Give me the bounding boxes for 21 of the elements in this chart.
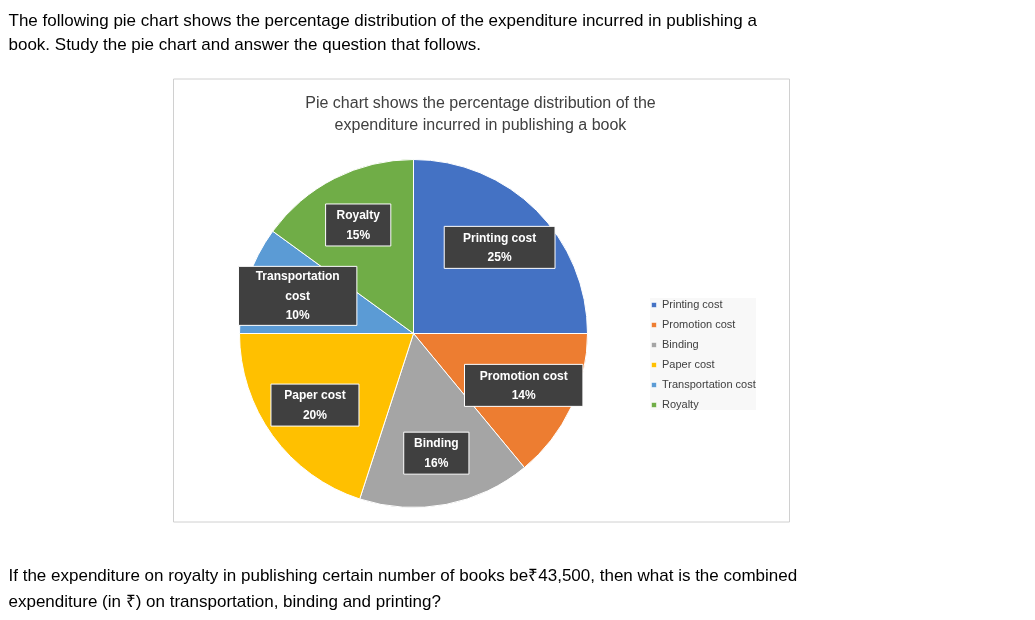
slice-label: Transportation cost xyxy=(255,269,340,303)
data-label: 10% xyxy=(285,308,310,323)
slice-label: Royalty xyxy=(336,208,381,223)
slice-label: Binding xyxy=(414,436,459,451)
data-label: 16% xyxy=(424,455,449,470)
legend-label: Paper cost xyxy=(662,358,715,370)
legend-label: Transportation cost xyxy=(662,378,756,390)
legend-label: Binding xyxy=(662,338,699,350)
chart-title: Pie chart shows the percentage distribution of the expenditure incurred in publishing a book xyxy=(305,93,656,133)
text: The following pie chart shows the percentage distribution of the expenditure incurred in publishing a book. Study the pie chart and answer the question that follows. xyxy=(8,10,758,55)
slice-label: Printing cost xyxy=(462,230,537,245)
text: If the expenditure on royalty in publishing certain number of books be₹43,500, then what is the combined expenditure (in ₹) on transportation, binding and printing? xyxy=(8,565,798,612)
legend-label: Promotion cost xyxy=(662,318,736,330)
legend-label: Printing cost xyxy=(662,298,723,310)
slice-label: Paper cost xyxy=(284,388,346,403)
data-label: 25% xyxy=(487,250,512,265)
data-label: 15% xyxy=(346,227,371,242)
data-label: 20% xyxy=(302,407,328,422)
slice-label: Promotion cost xyxy=(479,368,568,383)
legend-label: Royalty xyxy=(662,398,699,410)
data-label: 14% xyxy=(511,388,537,403)
